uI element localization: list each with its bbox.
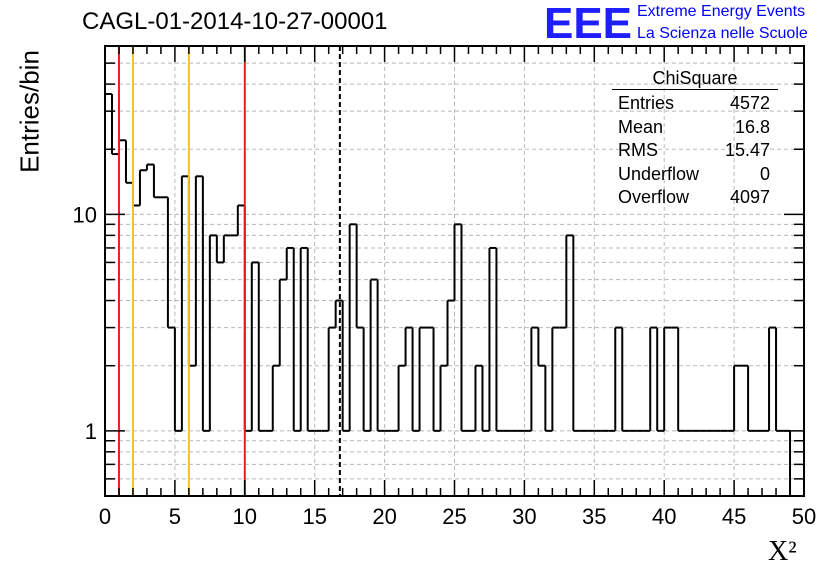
stats-value: 15.47	[724, 140, 770, 160]
svg-text:EEE: EEE	[544, 2, 632, 44]
x-tick-label: 45	[722, 504, 746, 529]
y-tick-label: 10	[73, 202, 97, 227]
tick-labels: 0 5 10 15 20 25 30 35 40 45 50 1 10	[73, 202, 817, 529]
x-tick-label: 5	[169, 504, 181, 529]
stats-value: 4572	[729, 93, 770, 113]
stats-row-overflow: Overflow 4097	[612, 186, 778, 210]
x-axis-label: X²	[768, 536, 797, 567]
marker-lines	[117, 46, 341, 496]
stats-row-entries: Entries 4572	[612, 92, 778, 116]
stats-label: Overflow	[618, 187, 690, 207]
stats-label: RMS	[618, 140, 658, 160]
chart-title: CAGL-01-2014-10-27-00001	[82, 8, 388, 35]
stats-box: ChiSquare Entries 4572 Mean 16.8 RMS 15.…	[612, 67, 778, 210]
x-tick-label: 15	[302, 504, 326, 529]
x-tick-label: 10	[233, 504, 257, 529]
x-tick-label: 50	[792, 504, 816, 529]
logo-line-1: Extreme Energy Events	[637, 3, 806, 20]
x-tick-label: 25	[442, 504, 466, 529]
x-tick-label: 40	[652, 504, 676, 529]
x-tick-label: 35	[582, 504, 606, 529]
stats-label: Entries	[618, 93, 675, 113]
x-tick-label: 20	[372, 504, 396, 529]
y-tick-label: 1	[85, 419, 97, 444]
stats-label: Underflow	[618, 163, 700, 184]
stats-value: 16.8	[734, 116, 770, 137]
x-tick-label: 30	[512, 504, 536, 529]
stats-row-underflow: Underflow 0	[612, 163, 778, 187]
logo-line-2: La Scienza nelle Scuole	[637, 25, 808, 42]
stats-value: 4097	[729, 187, 770, 207]
stats-row-rms: RMS 15.47	[612, 139, 778, 163]
stats-value: 0	[759, 163, 770, 184]
eee-logo-icon: EEE	[544, 2, 632, 44]
y-axis-label: Entries/bin	[14, 50, 45, 173]
stats-label: Mean	[618, 116, 664, 137]
x-tick-label: 0	[99, 504, 111, 529]
stats-title: ChiSquare	[612, 67, 778, 90]
stats-row-mean: Mean 16.8	[612, 116, 778, 140]
axis-ticks	[104, 46, 805, 496]
